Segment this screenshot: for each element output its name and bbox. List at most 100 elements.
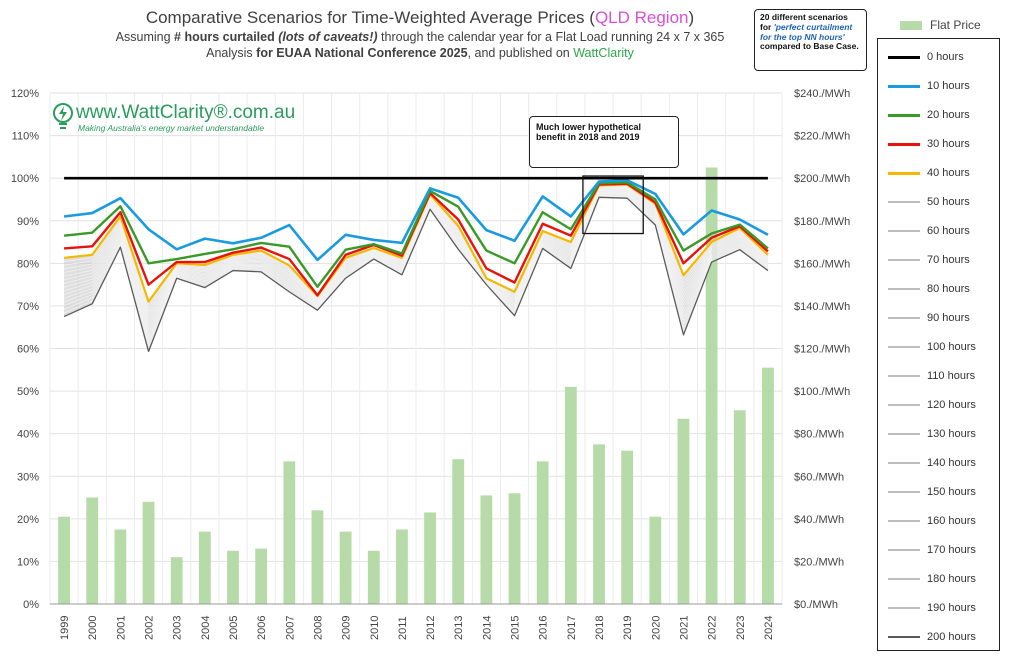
legend-swatch <box>888 520 920 522</box>
legend-item-200-hours: 200 hours <box>888 630 976 644</box>
series-80-hours <box>64 187 769 316</box>
legend-swatch <box>888 549 920 551</box>
x-tick-label: 2002 <box>144 616 156 640</box>
legend: 0 hours 10 hours 20 hours 30 hours 40 hours 5… <box>877 38 1000 651</box>
x-tick-label: 2007 <box>284 616 296 640</box>
x-tick-label: 2009 <box>341 616 353 640</box>
bar-2003 <box>170 557 183 604</box>
legend-item-150-hours: 150 hours <box>888 485 976 499</box>
legend-label: 190 hours <box>927 602 976 614</box>
x-tick-label: 2005 <box>228 616 240 640</box>
left-tick-label: 120% <box>11 88 39 100</box>
bar-2020 <box>649 516 662 604</box>
flat-price-swatch <box>900 21 922 31</box>
bar-2023 <box>733 410 746 604</box>
legend-label: 200 hours <box>927 631 976 643</box>
x-tick-label: 2000 <box>87 616 99 640</box>
x-tick-label: 2023 <box>735 616 747 640</box>
right-tick-label: $160./MWh <box>794 258 850 270</box>
left-tick-label: 70% <box>17 301 39 313</box>
right-tick-label: $40./MWh <box>794 514 844 526</box>
legend-label: 0 hours <box>927 51 964 63</box>
legend-label: 180 hours <box>927 573 976 585</box>
x-tick-label: 2006 <box>256 616 268 640</box>
series-70-hours <box>64 186 769 312</box>
legend-item-10-hours: 10 hours <box>888 79 970 93</box>
legend-swatch <box>888 84 920 88</box>
left-tick-label: 90% <box>17 216 39 228</box>
legend-item-120-hours: 120 hours <box>888 398 976 412</box>
legend-item-190-hours: 190 hours <box>888 601 976 615</box>
legend-swatch <box>888 636 920 639</box>
x-tick-label: 2010 <box>369 616 381 640</box>
bar-2014 <box>480 495 493 604</box>
x-tick-label: 2015 <box>510 616 522 640</box>
wattclarity-logo: www.WattClarity®.com.au Making Australia… <box>52 100 296 136</box>
legend-item-70-hours: 70 hours <box>888 253 970 267</box>
bar-2011 <box>396 529 408 604</box>
legend-item-0-hours: 0 hours <box>888 50 964 64</box>
legend-item-110-hours: 110 hours <box>888 369 975 383</box>
annotation-box: Much lower hypothetical benefit in 2018 … <box>529 116 679 168</box>
legend-swatch <box>888 375 920 377</box>
legend-swatch <box>888 433 920 435</box>
legend-swatch <box>888 404 920 406</box>
bar-2007 <box>283 461 296 604</box>
legend-label: 30 hours <box>927 138 970 150</box>
bar-2009 <box>339 531 352 604</box>
left-tick-label: 40% <box>17 429 39 441</box>
legend-label: 140 hours <box>927 457 976 469</box>
legend-swatch <box>888 317 920 319</box>
legend-label: 120 hours <box>927 399 976 411</box>
legend-label: 150 hours <box>927 486 976 498</box>
legend-item-170-hours: 170 hours <box>888 543 976 557</box>
region-label: QLD Region <box>594 8 689 27</box>
x-tick-label: 2001 <box>115 616 127 640</box>
legend-swatch <box>888 201 920 203</box>
right-tick-label: $100./MWh <box>794 386 850 398</box>
legend-swatch <box>888 462 920 464</box>
right-tick-label: $80./MWh <box>794 429 844 441</box>
x-tick-label: 2012 <box>425 616 437 640</box>
bar-2021 <box>677 418 690 604</box>
x-tick-label: 2024 <box>763 616 775 640</box>
x-tick-label: 2003 <box>172 616 184 640</box>
x-tick-label: 2022 <box>707 616 719 640</box>
legend-swatch <box>888 55 920 59</box>
legend-label: 130 hours <box>927 428 976 440</box>
left-tick-label: 60% <box>17 344 39 356</box>
legend-label: 40 hours <box>927 167 970 179</box>
highlight-2018-2019 <box>582 175 644 235</box>
logo-site: www.WattClarity®.com.au <box>76 102 296 123</box>
right-tick-label: $20./MWh <box>794 556 844 568</box>
bar-2019 <box>621 450 634 604</box>
bar-series <box>58 167 774 605</box>
left-tick-label: 100% <box>11 173 39 185</box>
bar-2013 <box>452 459 465 604</box>
x-tick-label: 2020 <box>650 616 662 640</box>
legend-label: 110 hours <box>927 370 976 382</box>
left-tick-label: 20% <box>17 514 39 526</box>
left-tick-label: 10% <box>17 556 39 568</box>
legend-swatch <box>888 288 920 290</box>
x-tick-label: 2008 <box>312 616 324 640</box>
legend-label: 10 hours <box>927 80 970 92</box>
legend-swatch <box>888 607 920 609</box>
bar-2001 <box>114 529 127 604</box>
bar-2004 <box>198 531 211 604</box>
series-90-hours <box>63 188 769 319</box>
legend-item-130-hours: 130 hours <box>888 427 976 441</box>
legend-label: 160 hours <box>927 515 976 527</box>
lightbulb-icon <box>53 103 73 129</box>
bar-2015 <box>508 493 521 604</box>
legend-label: 90 hours <box>927 312 970 324</box>
bar-2022 <box>705 167 718 605</box>
legend-item-30-hours: 30 hours <box>888 137 970 151</box>
right-tick-label: $140./MWh <box>794 301 850 313</box>
x-tick-label: 2017 <box>566 616 578 640</box>
x-tick-label: 2019 <box>622 616 634 640</box>
right-tick-label: $0./MWh <box>794 599 838 611</box>
x-tick-label: 2004 <box>200 616 212 640</box>
bar-1999 <box>58 516 70 604</box>
